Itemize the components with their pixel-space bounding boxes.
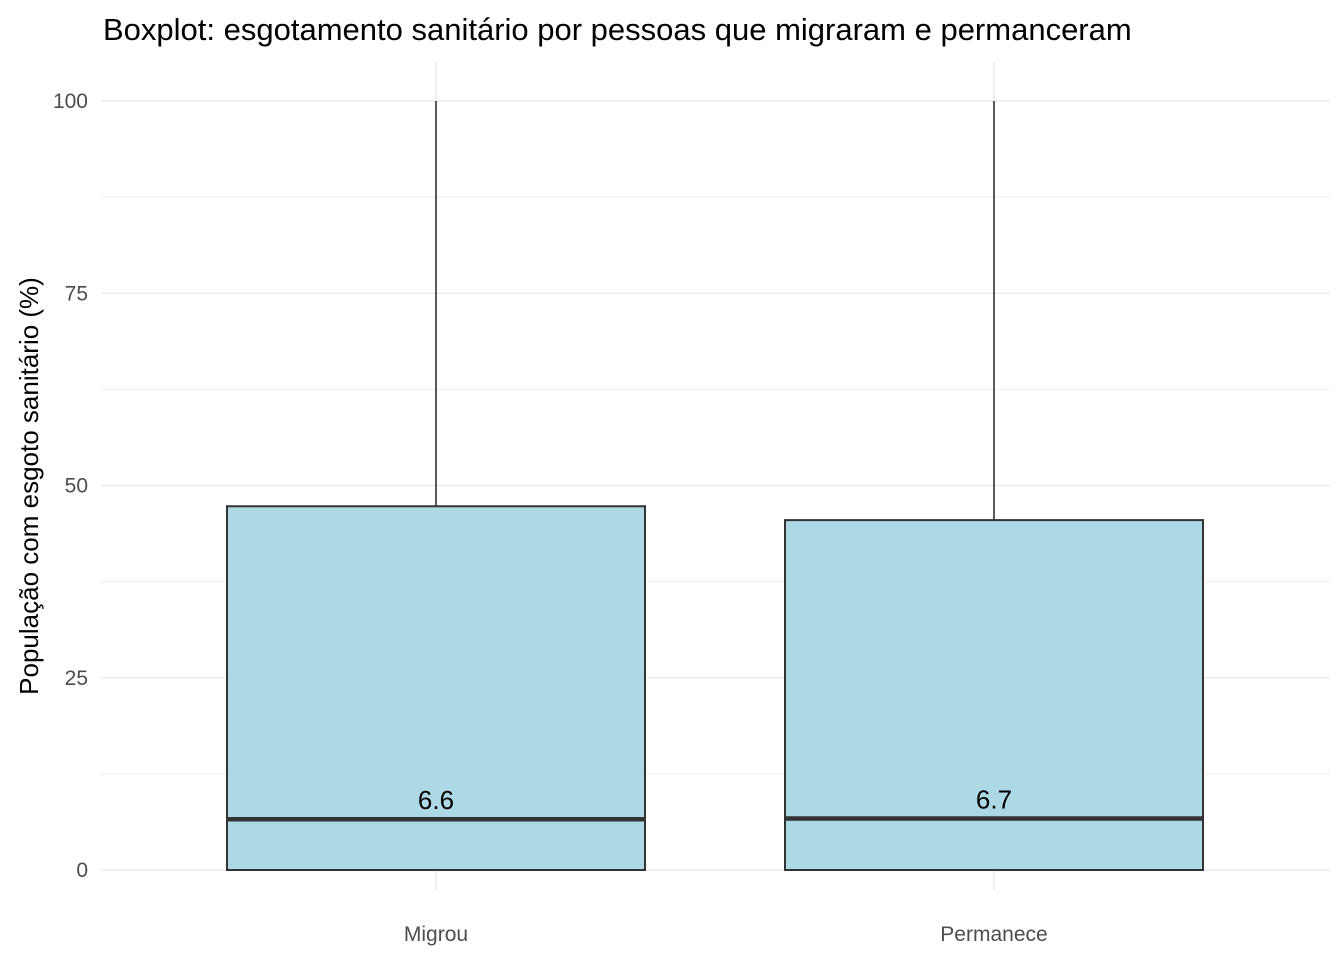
x-tick-label: Migrou xyxy=(404,923,468,946)
y-tick-label: 50 xyxy=(65,475,88,498)
chart-title: Boxplot: esgotamento sanitário por pesso… xyxy=(103,12,1132,47)
boxes xyxy=(226,101,1204,871)
x-tick-label: Permanece xyxy=(940,923,1047,946)
labels: 0 25 50 75 100 Migrou Permanece 6.6 6.7 xyxy=(53,90,1048,946)
box-permanece xyxy=(784,101,1204,871)
box-iqr xyxy=(226,505,646,871)
y-axis-title: População com esgoto sanitário (%) xyxy=(14,277,44,695)
box-iqr xyxy=(784,519,1204,871)
y-tick-label: 100 xyxy=(53,90,88,113)
median-label: 6.7 xyxy=(976,784,1012,814)
y-tick-label: 25 xyxy=(65,667,88,690)
y-tick-label: 75 xyxy=(65,282,88,305)
y-tick-label: 0 xyxy=(76,859,88,882)
box-migrou xyxy=(226,101,646,871)
median-label: 6.6 xyxy=(418,785,454,815)
